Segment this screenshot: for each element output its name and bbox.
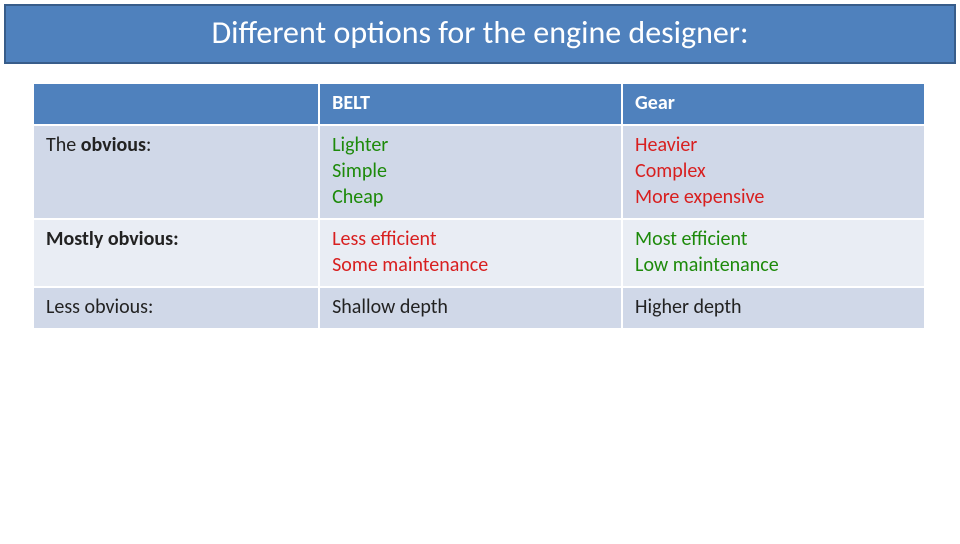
- cell-value: More expensive: [635, 184, 912, 210]
- cell-gear: Higher depth: [622, 287, 925, 328]
- cell-value: Some maintenance: [332, 252, 609, 278]
- cell-belt: LighterSimpleCheap: [319, 125, 622, 219]
- comparison-table-container: BELT Gear The obvious:LighterSimpleCheap…: [34, 84, 926, 328]
- row-label: Less obvious:: [34, 287, 319, 328]
- header-gear: Gear: [622, 84, 925, 125]
- cell-value: Shallow depth: [332, 294, 609, 320]
- comparison-table: BELT Gear The obvious:LighterSimpleCheap…: [34, 84, 926, 328]
- header-belt: BELT: [319, 84, 622, 125]
- row-label: The obvious:: [34, 125, 319, 219]
- cell-value: Heavier: [635, 132, 912, 158]
- slide: Different options for the engine designe…: [0, 4, 960, 544]
- cell-gear: HeavierComplexMore expensive: [622, 125, 925, 219]
- cell-value: Simple: [332, 158, 609, 184]
- table-row: The obvious:LighterSimpleCheapHeavierCom…: [34, 125, 925, 219]
- cell-belt: Shallow depth: [319, 287, 622, 328]
- table-row: Mostly obvious:Less efficientSome mainte…: [34, 219, 925, 287]
- table-row: Less obvious: Shallow depth Higher depth: [34, 287, 925, 328]
- row-label: Mostly obvious:: [34, 219, 319, 287]
- slide-title: Different options for the engine designe…: [4, 4, 956, 64]
- cell-value: Less efficient: [332, 226, 609, 252]
- table-header-row: BELT Gear: [34, 84, 925, 125]
- cell-belt: Less efficientSome maintenance: [319, 219, 622, 287]
- cell-value: Most efficient: [635, 226, 912, 252]
- header-blank: [34, 84, 319, 125]
- cell-gear: Most efficientLow maintenance: [622, 219, 925, 287]
- cell-value: Complex: [635, 158, 912, 184]
- cell-value: Cheap: [332, 184, 609, 210]
- cell-value: Low maintenance: [635, 252, 912, 278]
- cell-value: Lighter: [332, 132, 609, 158]
- cell-value: Higher depth: [635, 294, 912, 320]
- table-body: The obvious:LighterSimpleCheapHeavierCom…: [34, 125, 925, 328]
